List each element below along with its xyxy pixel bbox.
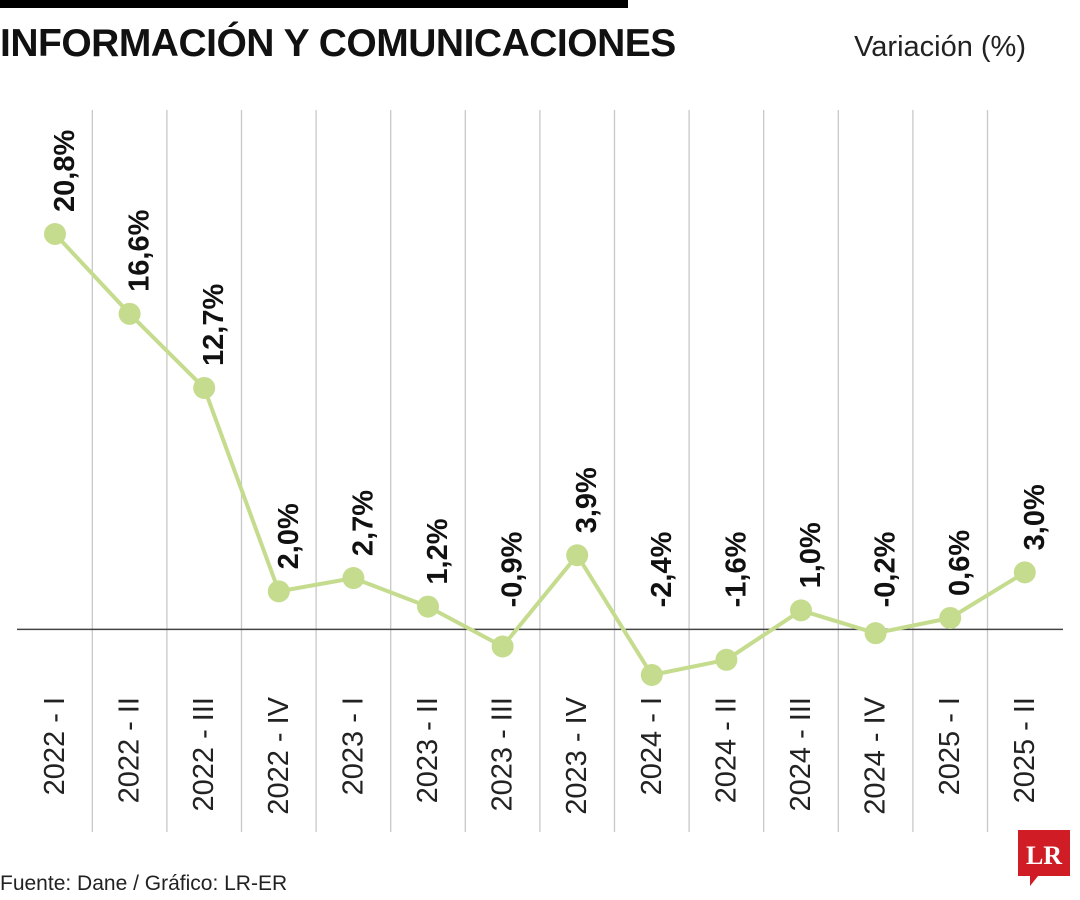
data-label: 3,0% (1019, 484, 1051, 550)
data-points (44, 223, 1036, 686)
lr-logo: LR (1018, 830, 1070, 886)
data-label: -2,4% (646, 531, 678, 607)
data-point (715, 648, 738, 671)
x-tick-label: 2022 - III (188, 697, 220, 811)
data-point (640, 664, 663, 686)
data-point (193, 376, 216, 399)
data-point (939, 606, 962, 629)
x-tick-label: 2024 - II (710, 697, 742, 803)
data-point (1013, 561, 1036, 584)
data-point (417, 595, 439, 618)
x-tick-label: 2023 - IV (561, 696, 593, 814)
data-point (118, 302, 141, 325)
x-tick-label: 2025 - II (1009, 697, 1041, 803)
x-tick-label: 2024 - IV (860, 696, 892, 814)
data-label: 20,8% (49, 130, 81, 212)
x-tick-label: 2023 - I (337, 697, 369, 795)
data-point (342, 567, 365, 590)
x-tick-label: 2023 - II (412, 697, 444, 803)
series-line (53, 232, 1027, 677)
line-chart: 20,8% 16,6% 12,7% 2,0% 2,7% 1,2% -0,9% 3,9% -2,4… (17, 110, 1063, 832)
data-point (790, 599, 812, 622)
data-label: 2,0% (273, 503, 305, 569)
data-label: -1,6% (720, 531, 752, 607)
x-tick-label: 2023 - III (487, 697, 519, 811)
x-tick-label: 2022 - I (39, 697, 71, 795)
data-point (566, 544, 589, 567)
data-point (44, 223, 66, 245)
data-point (267, 580, 290, 603)
top-rule (0, 0, 628, 8)
gridlines (91, 110, 989, 832)
data-label: -0,2% (870, 531, 902, 607)
data-label: 16,6% (124, 209, 156, 291)
logo-badge (1018, 830, 1070, 886)
data-label: 1,0% (795, 522, 827, 588)
x-tick-label: 2024 - I (636, 697, 668, 795)
data-label: 1,2% (422, 518, 454, 584)
series-polyline (53, 232, 1027, 677)
data-label: 2,7% (347, 490, 379, 556)
x-tick-label: 2022 - II (114, 697, 146, 803)
unit-label: Variación (%) (854, 31, 1026, 63)
data-point (864, 622, 887, 645)
data-label: 12,7% (198, 284, 230, 366)
x-tick-labels: 2022 - I 2022 - II 2022 - III 2022 - IV 2023… (39, 696, 1041, 814)
data-point (491, 635, 514, 658)
logo-text: LR (1026, 841, 1062, 870)
data-label: 0,6% (944, 530, 976, 596)
data-labels: 20,8% 16,6% 12,7% 2,0% 2,7% 1,2% -0,9% 3,9% -2,4… (49, 130, 1051, 608)
x-tick-label: 2022 - IV (263, 696, 295, 814)
x-tick-label: 2024 - III (785, 697, 817, 811)
x-tick-label: 2025 - I (934, 697, 966, 795)
source-note: Fuente: Dane / Gráfico: LR-ER (0, 872, 288, 895)
data-label: -0,9% (497, 531, 529, 607)
data-label: 3,9% (571, 467, 603, 533)
chart-title: INFORMACIÓN Y COMUNICACIONES (0, 22, 676, 65)
